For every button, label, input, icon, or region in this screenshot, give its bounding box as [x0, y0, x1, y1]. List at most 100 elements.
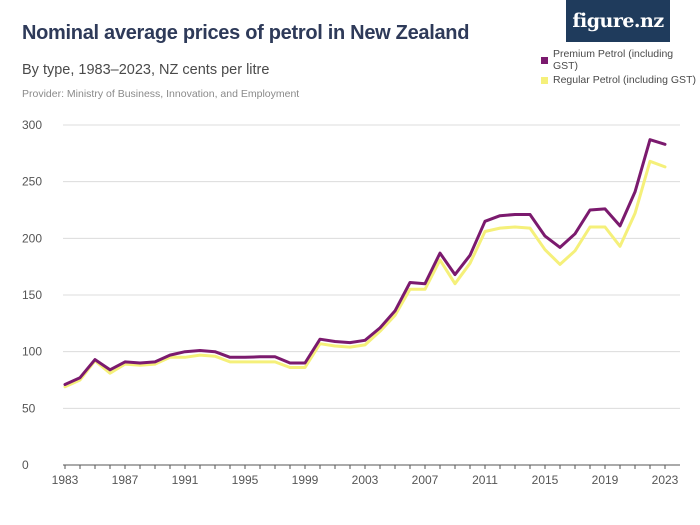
data-point-premium — [393, 309, 397, 313]
data-point-regular — [258, 360, 262, 364]
data-point-regular — [303, 366, 307, 369]
data-point-premium — [123, 360, 127, 364]
data-point-regular — [663, 165, 667, 169]
data-point-premium — [168, 353, 172, 357]
data-point-regular — [228, 360, 232, 364]
data-point-premium — [483, 220, 487, 223]
legend-item-premium: Premium Petrol (including GST) — [541, 48, 700, 72]
data-point-regular — [603, 225, 607, 229]
y-tick-label: 200 — [22, 231, 42, 245]
data-point-premium — [453, 273, 457, 276]
x-tick-label: 1999 — [292, 473, 319, 487]
legend-label-regular: Regular Petrol (including GST) — [553, 74, 696, 86]
figure-nz-logo[interactable]: figure.nz — [566, 0, 670, 42]
data-point-premium — [183, 350, 187, 353]
data-point-regular — [453, 282, 457, 285]
data-point-regular — [198, 353, 202, 357]
data-point-regular — [648, 160, 652, 163]
data-point-regular — [468, 262, 472, 265]
y-tick-label: 100 — [22, 345, 42, 359]
chart-title: Nominal average prices of petrol in New … — [22, 22, 470, 44]
x-tick-label: 1987 — [112, 473, 139, 487]
data-point-premium — [513, 213, 517, 216]
data-point-premium — [408, 281, 412, 284]
data-point-premium — [423, 282, 427, 285]
data-point-regular — [213, 355, 217, 358]
data-point-regular — [333, 344, 337, 348]
legend-label-premium: Premium Petrol (including GST) — [552, 48, 674, 72]
data-point-regular — [423, 288, 427, 291]
data-point-premium — [63, 383, 67, 386]
x-tick-label: 1995 — [232, 473, 259, 487]
data-point-regular — [633, 212, 637, 215]
axis-layer: 0 50 100 150 200 250 300 1983 1987 1991 1995 1999 20… — [22, 118, 679, 487]
data-point-regular — [378, 330, 382, 333]
data-point-regular — [138, 364, 142, 367]
grid-layer — [63, 124, 680, 466]
data-point-premium — [333, 340, 337, 343]
data-point-premium — [153, 360, 157, 364]
chart-subtitle: By type, 1983–2023, NZ cents per litre — [22, 62, 270, 78]
data-point-regular — [393, 314, 397, 317]
series-line-regular — [63, 159, 667, 389]
data-point-regular — [243, 360, 247, 364]
data-point-regular — [273, 360, 277, 364]
data-point-regular — [108, 372, 112, 375]
y-tick-label: 250 — [22, 175, 42, 189]
data-point-premium — [573, 232, 577, 235]
data-point-regular — [63, 385, 67, 388]
x-tick-label: 2011 — [472, 473, 498, 487]
data-point-regular — [618, 245, 622, 248]
legend-swatch-regular — [541, 76, 548, 84]
data-point-regular — [543, 248, 547, 251]
data-point-premium — [363, 339, 367, 342]
data-point-premium — [318, 338, 322, 341]
data-point-regular — [558, 263, 562, 266]
data-point-regular — [588, 225, 592, 229]
x-tick-label: 2003 — [352, 473, 379, 487]
data-point-premium — [498, 214, 502, 217]
data-point-premium — [378, 326, 382, 330]
data-point-regular — [153, 362, 157, 366]
x-tick-label: 2023 — [652, 473, 679, 487]
data-point-premium — [528, 213, 532, 216]
data-point-premium — [78, 376, 82, 379]
series-layer — [63, 138, 667, 389]
legend: Premium Petrol (including GST) Regular P… — [541, 48, 700, 90]
data-point-regular — [438, 258, 442, 262]
data-point-premium — [603, 207, 607, 211]
data-point-premium — [618, 224, 622, 228]
data-point-regular — [183, 356, 187, 359]
data-point-premium — [303, 361, 307, 365]
data-point-premium — [273, 355, 277, 358]
data-point-premium — [468, 254, 472, 257]
data-point-premium — [138, 361, 142, 365]
data-point-premium — [228, 356, 232, 359]
y-tick-label: 150 — [22, 288, 42, 302]
x-tick-label: 1983 — [52, 473, 79, 487]
data-point-regular — [528, 226, 532, 230]
data-point-regular — [483, 230, 487, 233]
data-point-premium — [243, 356, 247, 359]
x-tick-label: 2015 — [532, 473, 559, 487]
y-tick-label: 50 — [22, 401, 36, 415]
data-point-regular — [408, 288, 412, 291]
provider-note: Provider: Ministry of Business, Innovati… — [22, 88, 300, 100]
x-tick-label: 1991 — [172, 473, 199, 487]
x-tick-label: 2007 — [412, 473, 439, 487]
data-point-regular — [318, 342, 322, 345]
data-point-regular — [363, 343, 367, 347]
y-tick-label: 300 — [22, 118, 42, 132]
data-point-premium — [558, 246, 562, 249]
data-point-premium — [663, 143, 667, 146]
data-point-premium — [588, 208, 592, 212]
data-point-premium — [648, 138, 652, 141]
data-point-premium — [93, 358, 97, 361]
y-tick-label: 0 — [22, 458, 29, 472]
legend-swatch-premium — [541, 56, 548, 64]
x-tick-label: 2019 — [592, 473, 619, 487]
data-point-regular — [498, 226, 502, 230]
data-point-regular — [513, 225, 517, 229]
data-point-premium — [348, 341, 352, 344]
